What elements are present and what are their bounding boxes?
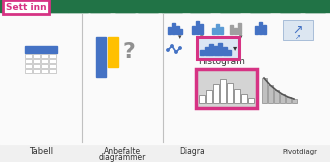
Bar (250, 0, 270, 12)
Bar (220, 79, 226, 103)
Bar (227, 50, 231, 55)
Bar (25, 46, 57, 53)
Bar (205, 47, 209, 55)
Bar (230, 25, 233, 34)
Bar (49, 64, 56, 68)
Bar (48, 0, 68, 12)
Bar (248, 98, 254, 103)
Bar (200, 24, 203, 34)
Bar (286, 97, 291, 103)
Bar (49, 59, 56, 63)
Bar (227, 83, 233, 103)
Bar (0, 12, 330, 144)
Bar (41, 54, 48, 58)
Bar (220, 0, 240, 12)
Bar (214, 46, 217, 55)
Bar (262, 78, 267, 103)
Bar (33, 64, 40, 68)
Text: Histogram: Histogram (199, 58, 246, 66)
Bar (274, 90, 279, 103)
Bar (280, 94, 285, 103)
Bar (222, 47, 226, 55)
Bar (33, 59, 40, 63)
Bar (200, 50, 204, 55)
Text: Diagra: Diagra (179, 147, 205, 156)
Bar (238, 23, 241, 34)
Circle shape (175, 51, 177, 53)
FancyBboxPatch shape (195, 69, 256, 108)
Circle shape (179, 47, 181, 49)
Bar (280, 0, 300, 12)
Text: Tabell: Tabell (29, 147, 53, 156)
Bar (218, 43, 222, 55)
Bar (25, 59, 32, 63)
Bar (33, 69, 40, 73)
Bar (115, 0, 135, 12)
Bar (259, 22, 262, 34)
Bar (255, 26, 258, 34)
Bar (292, 99, 297, 103)
Bar (190, 0, 210, 12)
Bar (268, 85, 273, 103)
Bar (212, 28, 215, 34)
Bar (305, 0, 325, 12)
Bar (234, 28, 237, 34)
Bar (219, 27, 223, 34)
Bar (25, 69, 32, 73)
Text: ▾: ▾ (178, 34, 182, 40)
Bar (90, 0, 110, 12)
Bar (96, 37, 106, 77)
Bar (0, 0, 330, 12)
Bar (199, 95, 205, 103)
Text: ▾: ▾ (233, 44, 237, 52)
Text: diagrammer: diagrammer (98, 154, 146, 162)
Bar (176, 26, 179, 34)
Bar (41, 64, 48, 68)
Text: ▾: ▾ (239, 34, 243, 40)
Bar (283, 20, 313, 40)
Bar (263, 25, 266, 34)
Bar (206, 90, 212, 103)
Bar (49, 54, 56, 58)
Text: ↗: ↗ (295, 34, 301, 40)
Bar (192, 26, 195, 34)
Bar (68, 0, 88, 12)
Bar (209, 44, 213, 55)
Text: ?: ? (122, 42, 135, 62)
Bar (234, 89, 240, 103)
Bar (108, 37, 118, 67)
Circle shape (171, 45, 173, 47)
Text: Sett inn: Sett inn (6, 2, 46, 12)
Text: Anbefalte: Anbefalte (103, 147, 141, 156)
Bar (41, 59, 48, 63)
Bar (172, 23, 175, 34)
Bar (41, 69, 48, 73)
FancyBboxPatch shape (197, 37, 239, 59)
FancyBboxPatch shape (3, 0, 49, 14)
Text: Pivotdiagr: Pivotdiagr (282, 149, 317, 155)
Text: ▾: ▾ (200, 34, 204, 40)
Bar (49, 69, 56, 73)
Bar (25, 64, 32, 68)
Circle shape (167, 49, 169, 51)
Bar (25, 54, 32, 58)
Bar (196, 21, 199, 34)
Bar (216, 24, 219, 34)
Bar (138, 0, 158, 12)
Bar (213, 84, 219, 103)
Bar (168, 27, 171, 34)
Bar (241, 94, 247, 103)
Bar (180, 29, 182, 34)
Bar (162, 0, 182, 12)
Bar (33, 54, 40, 58)
Text: ↗: ↗ (293, 23, 303, 36)
